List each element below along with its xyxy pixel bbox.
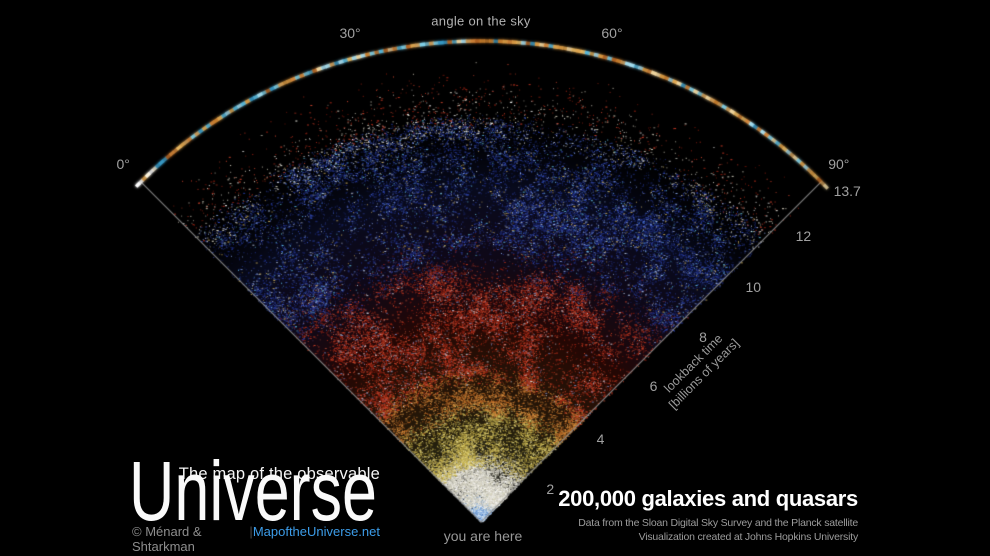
title-block: The map of the observable Universe © Mén…	[129, 444, 380, 554]
universe-title: Universe	[129, 444, 377, 530]
dataset-headline: 200,000 galaxies and quasars	[558, 486, 858, 511]
lookback-tick-12: 12	[795, 228, 812, 245]
data-source-line: Data from the Sloan Digital Sky Survey a…	[578, 517, 858, 529]
lookback-tick-10: 10	[745, 278, 762, 295]
angle-tick-30deg: 30°	[339, 25, 361, 42]
angle-axis-title: angle on the sky	[431, 13, 531, 29]
map-subtitle: The map of the observable	[178, 465, 380, 483]
divider-bar: |	[249, 524, 253, 539]
lookback-tick-2: 2	[546, 481, 555, 498]
credits-block: 200,000 galaxies and quasars Data from t…	[558, 486, 858, 544]
copyright-text: © Ménard & Shtarkman	[132, 524, 202, 554]
lookback-tick-6: 6	[649, 378, 658, 395]
title-footer-row: © Ménard & Shtarkman | MapoftheUniverse.…	[132, 524, 380, 554]
angle-tick-90deg: 90°	[828, 156, 850, 173]
website-link[interactable]: MapoftheUniverse.net	[252, 524, 380, 539]
angle-tick-0deg: 0°	[116, 156, 130, 173]
lookback-tick-4: 4	[596, 431, 605, 448]
lookback-tick-13-7: 13.7	[833, 182, 861, 199]
svg-text:Universe: Universe	[129, 444, 377, 530]
origin-label: you are here	[443, 528, 523, 544]
lookback-tick-8: 8	[699, 328, 707, 345]
angle-tick-60deg: 60°	[601, 25, 623, 42]
visualization-credit-line: Visualization created at Johns Hopkins U…	[638, 530, 859, 543]
